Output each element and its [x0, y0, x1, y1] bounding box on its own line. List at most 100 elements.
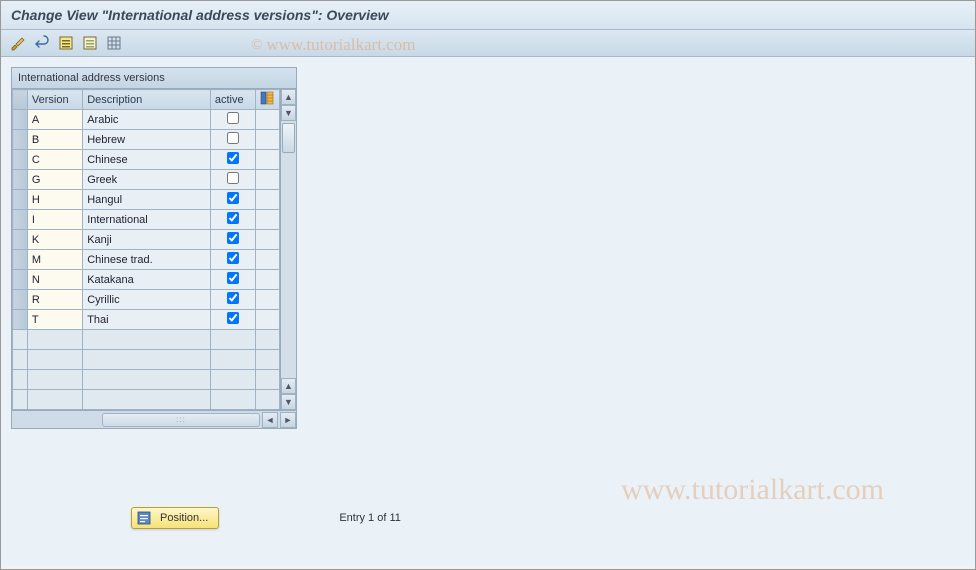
row-selector[interactable]: [13, 270, 28, 290]
cell-active[interactable]: [210, 270, 255, 290]
cell-active[interactable]: [210, 330, 255, 350]
cell-active[interactable]: [210, 170, 255, 190]
cell-active[interactable]: [210, 390, 255, 410]
table-row[interactable]: CChinese: [13, 150, 280, 170]
cell-version[interactable]: K: [27, 230, 82, 250]
cell-active[interactable]: [210, 350, 255, 370]
cell-description[interactable]: Arabic: [83, 110, 211, 130]
undo-button[interactable]: [33, 34, 51, 52]
table-row[interactable]: KKanji: [13, 230, 280, 250]
cell-active[interactable]: [210, 210, 255, 230]
cell-description[interactable]: Katakana: [83, 270, 211, 290]
row-selector[interactable]: [13, 170, 28, 190]
column-active[interactable]: active: [210, 90, 255, 110]
active-checkbox[interactable]: [227, 152, 239, 164]
table-row[interactable]: MChinese trad.: [13, 250, 280, 270]
table-row[interactable]: GGreek: [13, 170, 280, 190]
row-selector[interactable]: [13, 310, 28, 330]
row-selector[interactable]: [13, 390, 28, 410]
cell-active[interactable]: [210, 250, 255, 270]
cell-description[interactable]: Chinese: [83, 150, 211, 170]
table-row[interactable]: NKatakana: [13, 270, 280, 290]
cell-version[interactable]: R: [27, 290, 82, 310]
row-selector[interactable]: [13, 130, 28, 150]
table-row[interactable]: RCyrillic: [13, 290, 280, 310]
cell-version[interactable]: N: [27, 270, 82, 290]
row-selector[interactable]: [13, 250, 28, 270]
active-checkbox[interactable]: [227, 192, 239, 204]
cell-version[interactable]: H: [27, 190, 82, 210]
cell-description[interactable]: [83, 330, 211, 350]
cell-active[interactable]: [210, 310, 255, 330]
scroll-thumb[interactable]: [282, 123, 295, 153]
row-selector[interactable]: [13, 230, 28, 250]
row-selector[interactable]: [13, 210, 28, 230]
active-checkbox[interactable]: [227, 112, 239, 124]
cell-active[interactable]: [210, 190, 255, 210]
table-row[interactable]: AArabic: [13, 110, 280, 130]
row-selector[interactable]: [13, 350, 28, 370]
cell-version[interactable]: B: [27, 130, 82, 150]
cell-version[interactable]: A: [27, 110, 82, 130]
cell-description[interactable]: Greek: [83, 170, 211, 190]
row-selector[interactable]: [13, 370, 28, 390]
cell-description[interactable]: Thai: [83, 310, 211, 330]
cell-version[interactable]: G: [27, 170, 82, 190]
column-config[interactable]: [255, 90, 279, 110]
scroll-left-button[interactable]: ◄: [262, 412, 278, 428]
position-button[interactable]: Position...: [131, 507, 219, 529]
cell-version[interactable]: T: [27, 310, 82, 330]
toggle-display-change-button[interactable]: [9, 34, 27, 52]
cell-description[interactable]: [83, 390, 211, 410]
cell-version[interactable]: C: [27, 150, 82, 170]
horizontal-scrollbar[interactable]: ::: ◄ ►: [12, 410, 296, 428]
table-row[interactable]: HHangul: [13, 190, 280, 210]
active-checkbox[interactable]: [227, 212, 239, 224]
cell-version[interactable]: I: [27, 210, 82, 230]
cell-description[interactable]: Chinese trad.: [83, 250, 211, 270]
active-checkbox[interactable]: [227, 232, 239, 244]
cell-version[interactable]: [27, 350, 82, 370]
scroll-down-button-2[interactable]: ▼: [281, 394, 296, 410]
hscroll-thumb[interactable]: :::: [102, 413, 260, 427]
table-settings-button[interactable]: [105, 34, 123, 52]
cell-version[interactable]: [27, 370, 82, 390]
active-checkbox[interactable]: [227, 272, 239, 284]
scroll-down-button[interactable]: ▼: [281, 105, 296, 121]
cell-description[interactable]: International: [83, 210, 211, 230]
scroll-up-button[interactable]: ▲: [281, 89, 296, 105]
scroll-track[interactable]: [281, 121, 296, 378]
active-checkbox[interactable]: [227, 252, 239, 264]
cell-active[interactable]: [210, 370, 255, 390]
cell-description[interactable]: Kanji: [83, 230, 211, 250]
active-checkbox[interactable]: [227, 172, 239, 184]
deselect-all-button[interactable]: [81, 34, 99, 52]
row-selector[interactable]: [13, 290, 28, 310]
cell-description[interactable]: [83, 350, 211, 370]
table-row[interactable]: IInternational: [13, 210, 280, 230]
active-checkbox[interactable]: [227, 292, 239, 304]
cell-active[interactable]: [210, 230, 255, 250]
row-selector-header[interactable]: [13, 90, 28, 110]
column-description[interactable]: Description: [83, 90, 211, 110]
scroll-up-button-2[interactable]: ▲: [281, 378, 296, 394]
table-row[interactable]: TThai: [13, 310, 280, 330]
row-selector[interactable]: [13, 330, 28, 350]
row-selector[interactable]: [13, 110, 28, 130]
scroll-right-button[interactable]: ►: [280, 412, 296, 428]
cell-active[interactable]: [210, 130, 255, 150]
column-version[interactable]: Version: [27, 90, 82, 110]
active-checkbox[interactable]: [227, 132, 239, 144]
select-all-button[interactable]: [57, 34, 75, 52]
vertical-scrollbar[interactable]: ▲ ▼ ▲ ▼: [280, 89, 296, 410]
cell-version[interactable]: [27, 330, 82, 350]
cell-description[interactable]: Hangul: [83, 190, 211, 210]
table-row[interactable]: BHebrew: [13, 130, 280, 150]
row-selector[interactable]: [13, 190, 28, 210]
active-checkbox[interactable]: [227, 312, 239, 324]
cell-active[interactable]: [210, 150, 255, 170]
cell-active[interactable]: [210, 290, 255, 310]
cell-description[interactable]: Cyrillic: [83, 290, 211, 310]
row-selector[interactable]: [13, 150, 28, 170]
cell-description[interactable]: Hebrew: [83, 130, 211, 150]
